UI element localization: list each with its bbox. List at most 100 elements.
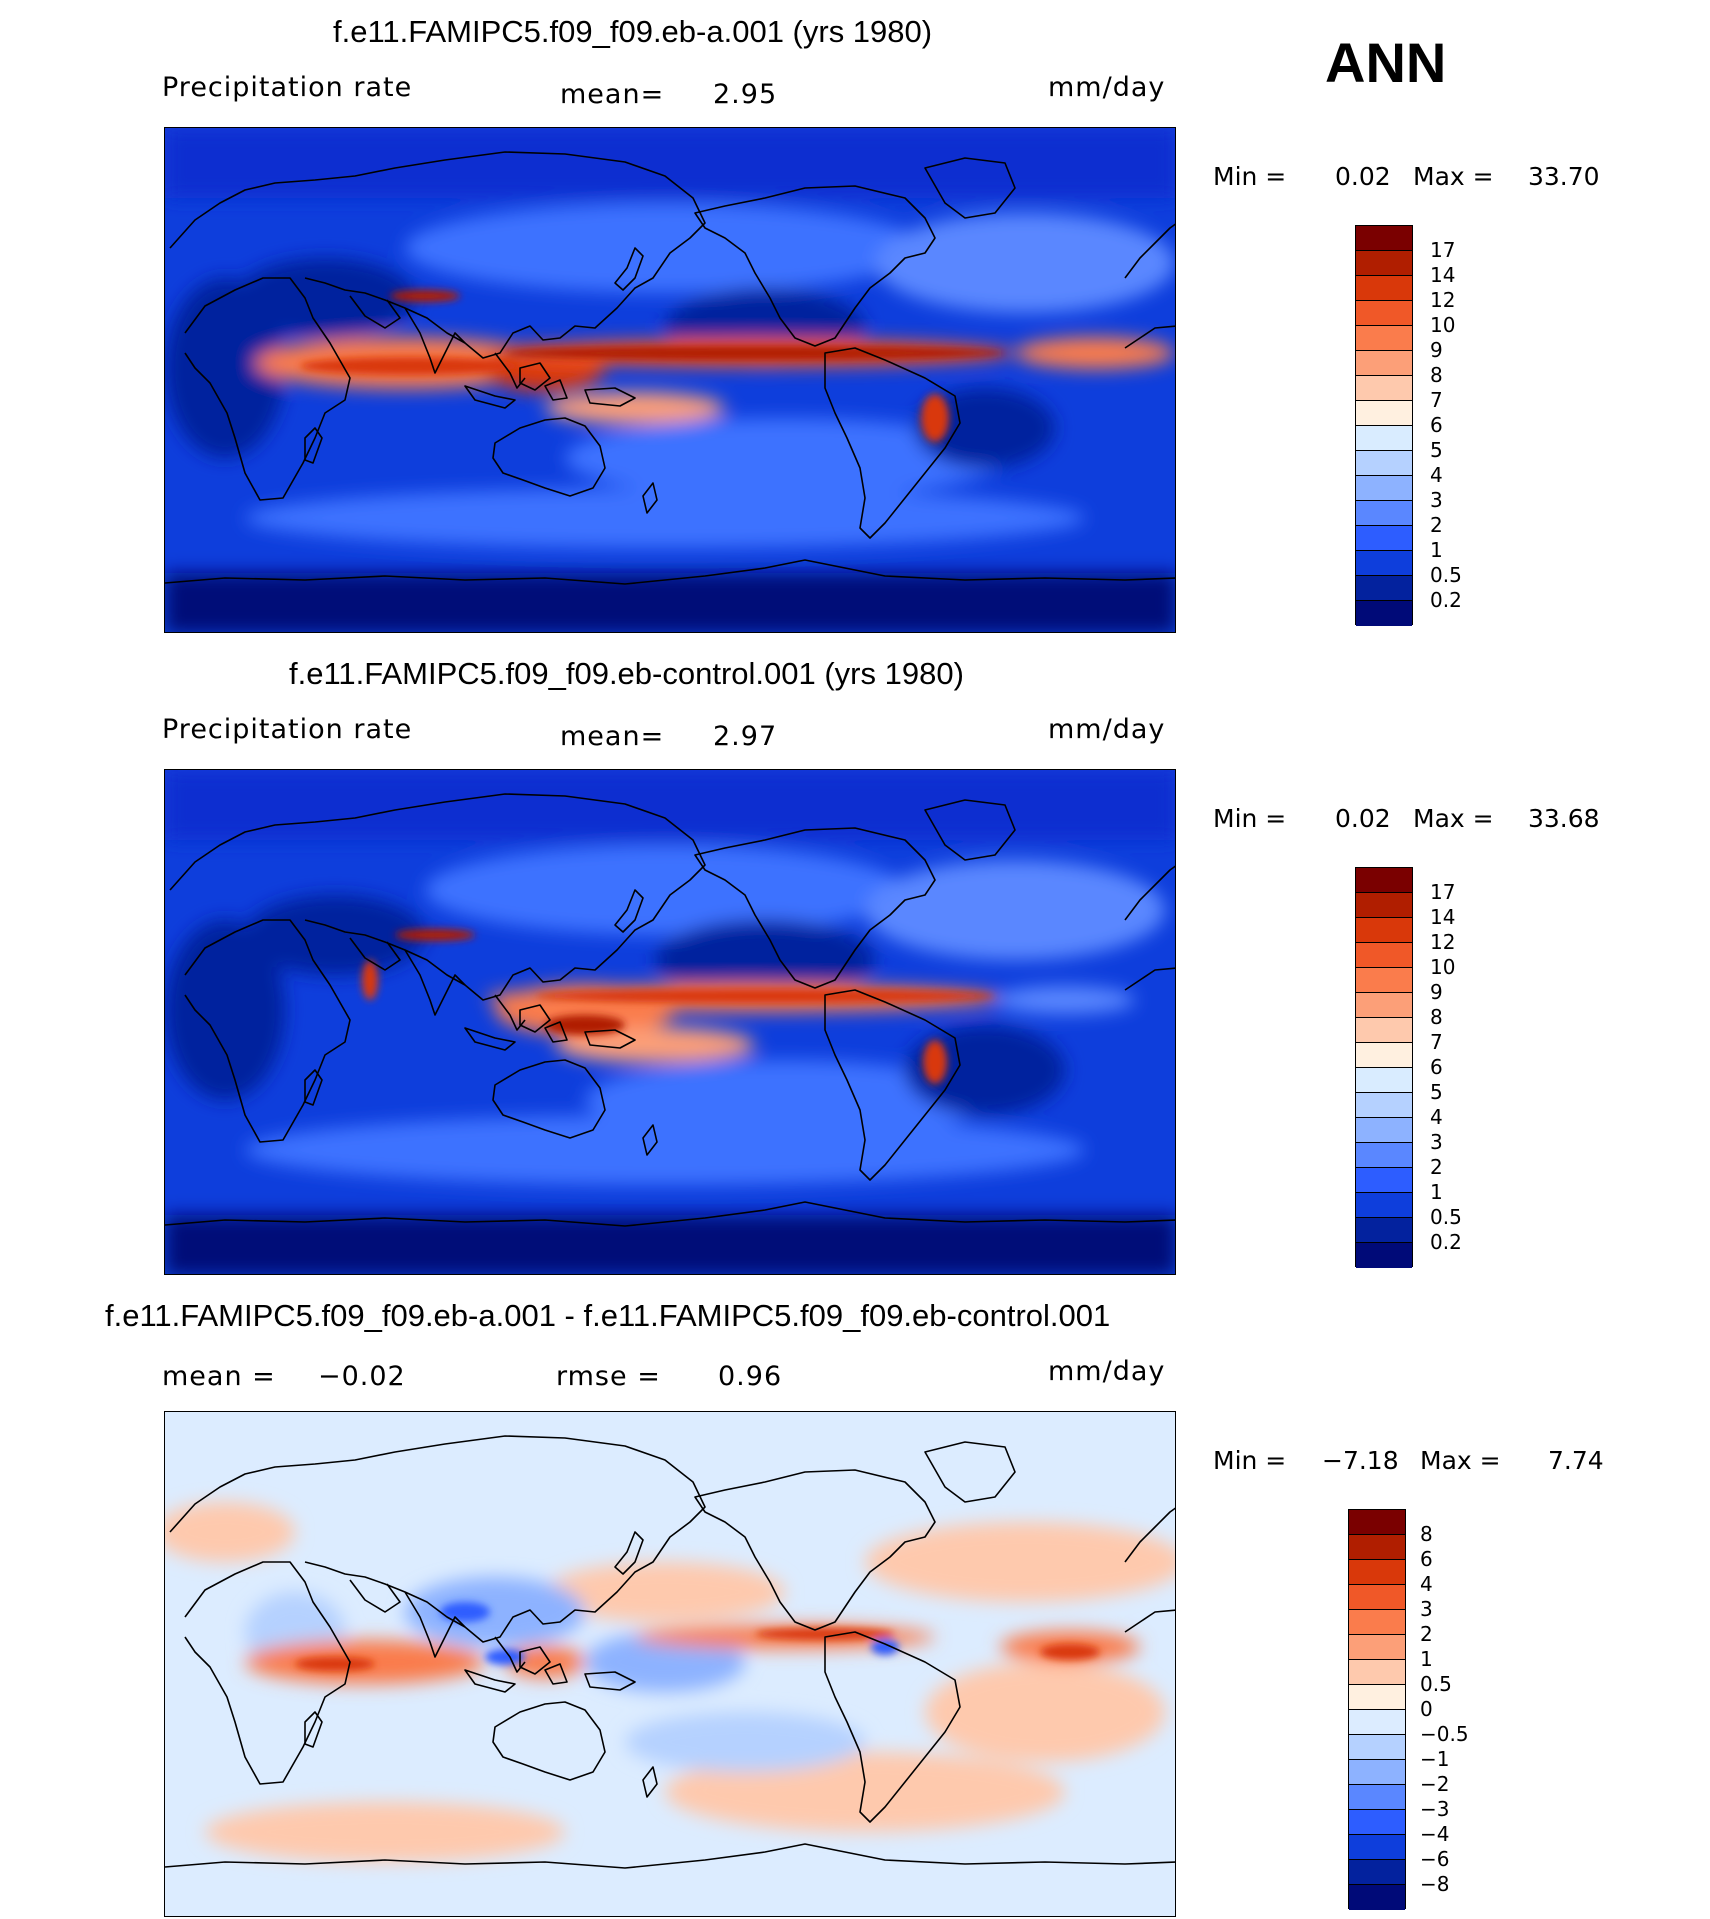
colorbar-swatch	[1356, 1068, 1412, 1093]
panel-1-min-value: 0.02	[1335, 162, 1391, 191]
colorbar-swatch	[1356, 968, 1412, 993]
colorbar-tick-label: 10	[1430, 313, 1456, 337]
colorbar-tick-label: −3	[1420, 1797, 1450, 1821]
colorbar-swatch	[1356, 326, 1412, 351]
colorbar-swatch	[1349, 1810, 1405, 1835]
panel-3-rmse-value: 0.96	[718, 1361, 783, 1392]
colorbar-tick-label: 0	[1420, 1697, 1433, 1721]
colorbar-tick-label: 17	[1430, 238, 1456, 262]
panel-3-diff-field	[165, 1412, 1175, 1916]
colorbar-tick-label: 12	[1430, 288, 1456, 312]
colorbar-swatch	[1349, 1510, 1405, 1535]
panel-1-title: f.e11.FAMIPC5.f09_f09.eb-a.001 (yrs 1980…	[333, 14, 933, 49]
panel-1-min-label: Min =	[1213, 162, 1287, 191]
panel-3-max-label: Max =	[1420, 1446, 1501, 1475]
panel-1-variable-label: Precipitation rate	[162, 72, 413, 103]
colorbar-tick-label: 1	[1430, 538, 1443, 562]
colorbar-swatch	[1356, 1018, 1412, 1043]
colorbar-swatch	[1356, 301, 1412, 326]
colorbar-swatch	[1356, 893, 1412, 918]
panel-3-max-value: 7.74	[1548, 1446, 1604, 1475]
colorbar-swatch	[1356, 276, 1412, 301]
panel-1-mean-label: mean=	[560, 79, 665, 110]
colorbar-tick-label: 7	[1430, 1030, 1443, 1054]
colorbar-tick-label: 17	[1430, 880, 1456, 904]
panel-1-colorbar	[1355, 225, 1413, 626]
colorbar-swatch	[1349, 1610, 1405, 1635]
panel-3-mean-label: mean =	[162, 1361, 276, 1392]
panel-3-rmse-label: rmse =	[556, 1361, 661, 1392]
colorbar-tick-label: 14	[1430, 905, 1456, 929]
colorbar-swatch	[1349, 1685, 1405, 1710]
colorbar-tick-label: 2	[1420, 1622, 1433, 1646]
panel-2-units: mm/day	[1048, 714, 1166, 745]
panel-3-mean-value: −0.02	[318, 1361, 406, 1392]
colorbar-swatch	[1356, 401, 1412, 426]
colorbar-tick-label: 0.5	[1420, 1672, 1452, 1696]
colorbar-swatch	[1356, 1043, 1412, 1068]
colorbar-swatch	[1356, 1193, 1412, 1218]
colorbar-tick-label: 3	[1430, 488, 1443, 512]
panel-1-precip-field	[165, 128, 1175, 632]
colorbar-tick-label: 8	[1430, 1005, 1443, 1029]
colorbar-swatch	[1349, 1710, 1405, 1735]
colorbar-tick-label: −4	[1420, 1822, 1450, 1846]
colorbar-tick-label: 8	[1420, 1522, 1433, 1546]
colorbar-tick-label: 8	[1430, 363, 1443, 387]
colorbar-swatch	[1349, 1860, 1405, 1885]
colorbar-swatch	[1356, 1118, 1412, 1143]
colorbar-swatch	[1356, 601, 1412, 626]
panel-1-mean-value: 2.95	[713, 79, 778, 110]
panel-3-min-label: Min =	[1213, 1446, 1287, 1475]
colorbar-tick-label: 0.2	[1430, 588, 1462, 612]
colorbar-swatch	[1356, 1243, 1412, 1268]
colorbar-tick-label: 7	[1430, 388, 1443, 412]
colorbar-swatch	[1349, 1885, 1405, 1910]
colorbar-tick-label: 0.5	[1430, 1205, 1462, 1229]
colorbar-tick-label: 4	[1430, 1105, 1443, 1129]
colorbar-tick-label: −6	[1420, 1847, 1450, 1871]
panel-1-max-label: Max =	[1413, 162, 1494, 191]
panel-2-title: f.e11.FAMIPC5.f09_f09.eb-control.001 (yr…	[289, 656, 964, 691]
colorbar-swatch	[1349, 1535, 1405, 1560]
panel-3-map	[164, 1411, 1176, 1917]
colorbar-swatch	[1349, 1735, 1405, 1760]
colorbar-tick-label: 0.5	[1430, 563, 1462, 587]
colorbar-swatch	[1356, 551, 1412, 576]
colorbar-tick-label: 4	[1420, 1572, 1433, 1596]
panel-2-mean-label: mean=	[560, 721, 665, 752]
colorbar-swatch	[1349, 1585, 1405, 1610]
panel-2-variable-label: Precipitation rate	[162, 714, 413, 745]
colorbar-tick-label: −8	[1420, 1872, 1450, 1896]
colorbar-tick-label: 3	[1430, 1130, 1443, 1154]
colorbar-swatch	[1356, 993, 1412, 1018]
colorbar-swatch	[1356, 351, 1412, 376]
colorbar-swatch	[1356, 526, 1412, 551]
colorbar-tick-label: 12	[1430, 930, 1456, 954]
colorbar-tick-label: 6	[1430, 413, 1443, 437]
colorbar-tick-label: 5	[1430, 438, 1443, 462]
colorbar-swatch	[1349, 1835, 1405, 1860]
panel-2-max-label: Max =	[1413, 804, 1494, 833]
colorbar-swatch	[1356, 426, 1412, 451]
colorbar-swatch	[1356, 451, 1412, 476]
colorbar-tick-label: 0.2	[1430, 1230, 1462, 1254]
panel-1-map	[164, 127, 1176, 633]
panel-1-max-value: 33.70	[1528, 162, 1600, 191]
colorbar-tick-label: 1	[1430, 1180, 1443, 1204]
panel-3-units: mm/day	[1048, 1356, 1166, 1387]
colorbar-tick-label: 2	[1430, 1155, 1443, 1179]
panel-2-mean-value: 2.97	[713, 721, 778, 752]
colorbar-swatch	[1356, 576, 1412, 601]
colorbar-swatch	[1349, 1635, 1405, 1660]
colorbar-tick-label: 6	[1420, 1547, 1433, 1571]
colorbar-swatch	[1356, 1143, 1412, 1168]
colorbar-swatch	[1356, 918, 1412, 943]
panel-2-max-value: 33.68	[1528, 804, 1600, 833]
colorbar-tick-label: 3	[1420, 1597, 1433, 1621]
panel-3-colorbar	[1348, 1509, 1406, 1910]
colorbar-tick-label: −1	[1420, 1747, 1450, 1771]
colorbar-tick-label: 10	[1430, 955, 1456, 979]
colorbar-swatch	[1349, 1760, 1405, 1785]
colorbar-tick-label: −0.5	[1420, 1722, 1469, 1746]
